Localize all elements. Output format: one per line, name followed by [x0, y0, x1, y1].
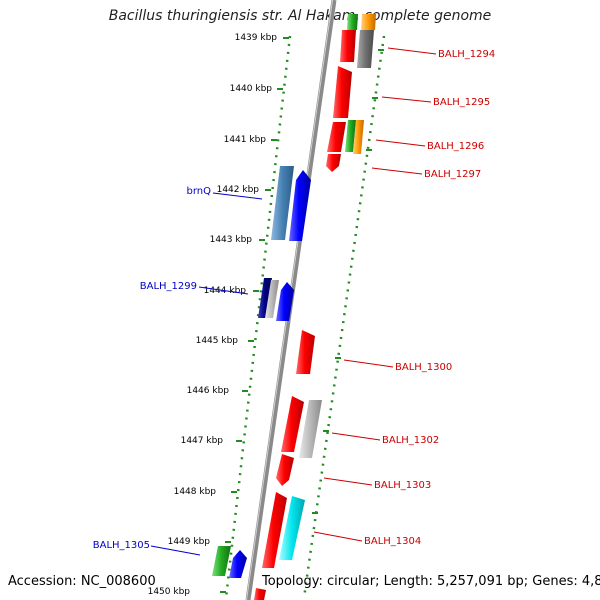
tick-label: 1445 kbp [196, 336, 239, 346]
gene-label-balh-1294[interactable]: BALH_1294 [438, 49, 495, 60]
gene-brnq-steel[interactable] [271, 166, 294, 240]
tick-label: 1450 kbp [148, 587, 191, 597]
gene-brnq-arrow[interactable] [289, 170, 311, 241]
gene-balh-1295-arrow[interactable] [333, 66, 352, 118]
leader-line [323, 477, 373, 486]
leader-line [331, 432, 381, 441]
gene-top-green[interactable] [347, 14, 358, 30]
tick-label: 1448 kbp [174, 487, 217, 497]
gene-balh-1299-gray[interactable] [265, 280, 279, 318]
gene-label-balh-1305[interactable]: BALH_1305 [93, 540, 150, 551]
leader-line [313, 531, 363, 542]
tick-label: 1439 kbp [235, 33, 278, 43]
gene-balh-1299-arrow[interactable] [276, 282, 294, 321]
tick-label: 1440 kbp [230, 84, 273, 94]
genome-summary: Topology: circular; Length: 5,257,091 bp… [262, 574, 600, 589]
label-leaders [150, 47, 437, 556]
tick-label: 1446 kbp [187, 386, 230, 396]
leader-line [198, 286, 249, 295]
gene-label-balh-1299[interactable]: BALH_1299 [140, 281, 197, 292]
gene-bottom-red[interactable] [254, 588, 266, 600]
gene-top-orange[interactable] [361, 14, 376, 30]
gene-balh-1297-arrow[interactable] [326, 154, 341, 172]
leader-line [387, 47, 437, 55]
gene-balh-1296-green[interactable] [345, 120, 356, 152]
tick-label: 1441 kbp [224, 135, 267, 145]
tick-label: 1443 kbp [210, 235, 253, 245]
leader-line [343, 359, 394, 368]
gene-label-balh-1304[interactable]: BALH_1304 [364, 536, 421, 547]
leader-line [150, 545, 201, 556]
gene-features [212, 14, 376, 600]
leader-line [212, 192, 263, 200]
gene-balh-1303-arrow[interactable] [276, 454, 294, 486]
gene-balh-1304-red[interactable] [262, 492, 287, 568]
accession-label: Accession: NC_008600 [8, 574, 156, 589]
gene-label-balh-1303[interactable]: BALH_1303 [374, 480, 431, 491]
leader-line [375, 139, 426, 147]
right-tick-guide [302, 35, 386, 599]
gene-balh-1302-gray[interactable] [299, 400, 322, 458]
gene-balh-1296-orange[interactable] [353, 120, 364, 154]
gene-label-balh-1296[interactable]: BALH_1296 [427, 141, 484, 152]
gene-balh-1305-arrow[interactable] [229, 550, 247, 578]
gene-label-balh-1297[interactable]: BALH_1297 [424, 169, 481, 180]
gene-balh-1296-arrow[interactable] [327, 122, 346, 152]
gene-balh-1299-navy[interactable] [258, 278, 272, 318]
gene-balh-1300-arrow[interactable] [296, 330, 315, 374]
tick-label: 1449 kbp [168, 537, 211, 547]
tick-label: 1442 kbp [217, 185, 260, 195]
gene-labels: BALH_1294 BALH_1295 BALH_1296 BALH_1297 … [93, 49, 496, 551]
gene-label-balh-1295[interactable]: BALH_1295 [433, 97, 490, 108]
gene-balh-1294-partner[interactable] [357, 30, 374, 68]
leader-line [381, 96, 432, 103]
gene-label-brnq[interactable]: brnQ [187, 186, 212, 197]
gene-label-balh-1302[interactable]: BALH_1302 [382, 435, 439, 446]
gene-balh-1302-red[interactable] [281, 396, 304, 452]
gene-balh-1305-green[interactable] [212, 546, 231, 576]
gene-label-balh-1300[interactable]: BALH_1300 [395, 362, 452, 373]
leader-line [371, 167, 423, 175]
gene-balh-1294-arrow[interactable] [340, 30, 356, 62]
genome-title: Bacillus thuringiensis str. Al Hakam, co… [108, 8, 492, 24]
gene-balh-1304-cyan[interactable] [279, 496, 305, 560]
tick-label: 1447 kbp [181, 436, 224, 446]
